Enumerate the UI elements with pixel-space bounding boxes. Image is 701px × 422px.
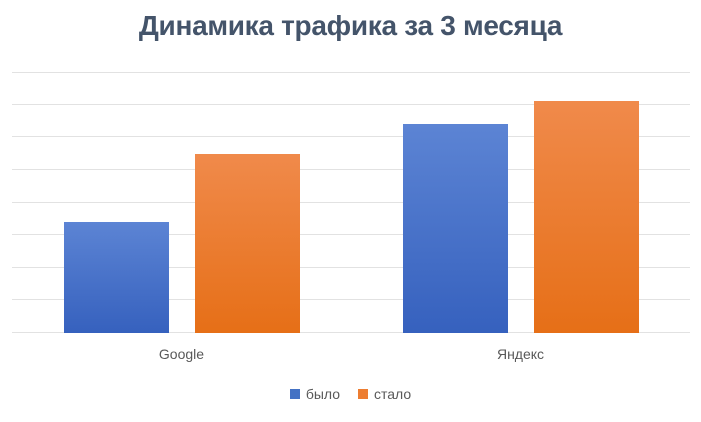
legend-swatch-icon [289, 389, 300, 399]
plot-area [12, 72, 690, 333]
bar-яндекс-было [402, 124, 508, 333]
x-label-google: Google [158, 346, 205, 362]
bar-яндекс-стало [533, 101, 639, 333]
gridline [12, 136, 690, 138]
gridline [12, 72, 690, 73]
legend-swatch-icon [358, 389, 369, 399]
bar-google-было [63, 222, 169, 333]
bar-google-стало [194, 153, 300, 333]
gridline [12, 266, 690, 268]
gridline [12, 234, 690, 236]
x-axis: Google Яндекс [12, 346, 690, 366]
legend-item-было: было [289, 386, 341, 402]
gridline [12, 332, 690, 333]
legend: было стало [0, 386, 701, 402]
legend-label: было [305, 386, 341, 402]
legend-label: стало [374, 386, 412, 402]
gridline [12, 168, 690, 170]
x-label-яндекс: Яндекс [496, 346, 545, 362]
gridline [12, 299, 690, 301]
gridline [12, 201, 690, 203]
legend-item-стало: стало [358, 386, 411, 402]
chart-title: Динамика трафика за 3 месяца [138, 10, 563, 41]
gridline [12, 103, 690, 105]
